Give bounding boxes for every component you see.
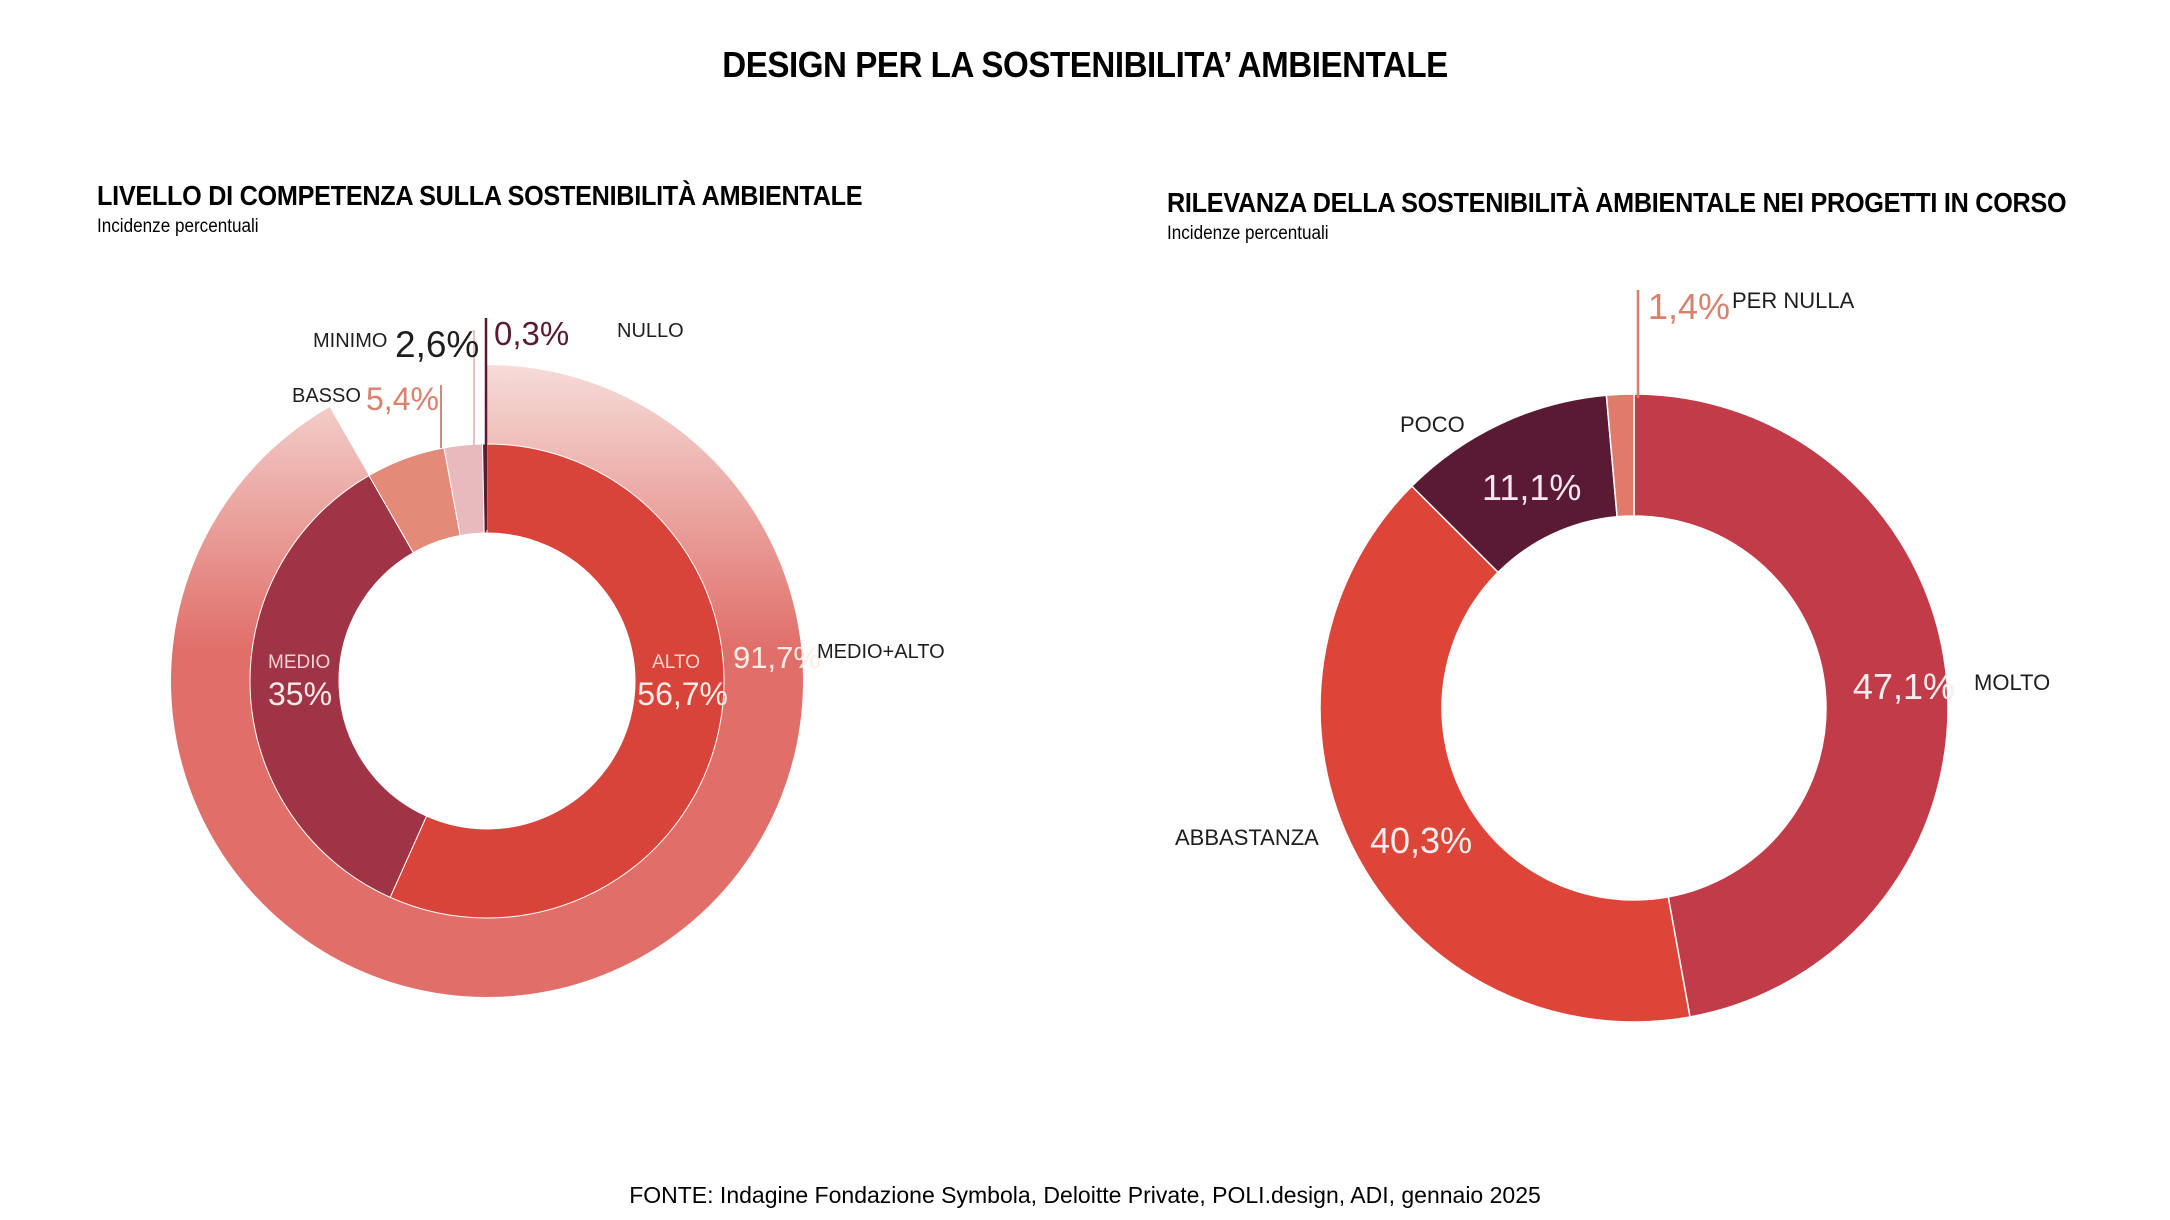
label-molto-value: 47,1% <box>1853 666 1955 707</box>
slice-abbastanza <box>1319 485 1691 1023</box>
label-abbastanza-value: 40,3% <box>1370 820 1472 861</box>
label-per-nulla-value: 1,4% <box>1648 286 1730 327</box>
label-abbastanza-name: ABBASTANZA <box>1175 825 1319 850</box>
label-minimo-value: 2,6% <box>395 324 479 365</box>
label-medio-alto-name: MEDIO+ALTO <box>817 641 945 663</box>
label-poco-value: 11,1% <box>1482 467 1581 508</box>
label-alto-name: ALTO <box>652 652 700 673</box>
label-minimo-name: MINIMO <box>313 330 387 352</box>
label-nullo-name: NULLO <box>617 320 684 342</box>
label-medio-value: 35% <box>268 676 332 712</box>
chart-1-subtitle: Incidenze percentuali <box>97 216 259 237</box>
chart-2-subtitle: Incidenze percentuali <box>1167 223 1329 244</box>
slice-per-nulla <box>1605 393 1635 518</box>
label-medio-alto-value: 91,7% <box>733 640 821 675</box>
label-alto-value: 56,7% <box>637 676 728 712</box>
label-basso-value: 5,4% <box>366 381 439 417</box>
label-nullo-value: 0,3% <box>494 315 569 352</box>
chart-rilevanza: 47,1% MOLTO 40,3% ABBASTANZA 11,1% POCO 1,4% PE… <box>1175 286 2050 1023</box>
slice-molto <box>1633 393 1949 1018</box>
label-per-nulla-name: PER NULLA <box>1732 288 1855 313</box>
label-molto-name: MOLTO <box>1974 670 2050 695</box>
inner-slice-medio <box>249 474 428 898</box>
page-title: DESIGN PER LA SOSTENIBILITA’ AMBIENTALE <box>722 44 1448 85</box>
label-medio-name: MEDIO <box>268 652 330 673</box>
chart-competenza: ALTO 56,7% MEDIO 35% 91,7%MEDIO+ALTO BASSO 5,4… <box>171 315 945 997</box>
source-footer: FONTE: Indagine Fondazione Symbola, Delo… <box>629 1182 1541 1208</box>
chart-1-title: LIVELLO DI COMPETENZA SULLA SOSTENIBILIT… <box>97 180 863 211</box>
label-poco-name: POCO <box>1400 412 1465 437</box>
chart-2-title: RILEVANZA DELLA SOSTENIBILITÀ AMBIENTALE… <box>1167 187 2067 218</box>
inner-slice-alto <box>389 443 725 919</box>
label-basso-name: BASSO <box>292 385 361 407</box>
